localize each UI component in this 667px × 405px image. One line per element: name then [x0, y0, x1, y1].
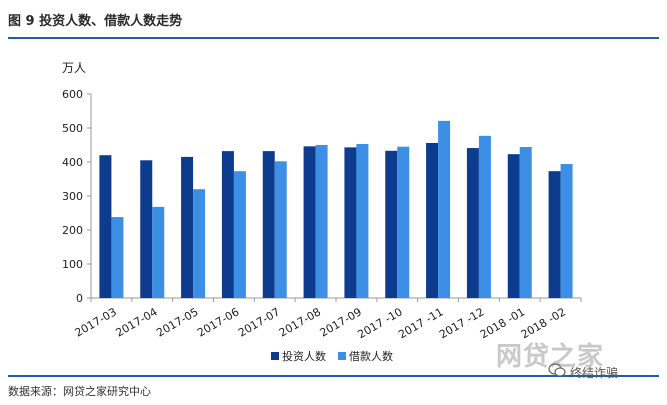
- bar-borrowers: [560, 164, 573, 298]
- legend-swatch-investors: [271, 352, 279, 360]
- bar-investors: [426, 142, 439, 298]
- legend-swatch-borrowers: [338, 352, 346, 360]
- bar-borrowers: [356, 143, 369, 298]
- y-tick-label: 0: [76, 292, 83, 305]
- x-tick-label: 2017 -10: [355, 305, 404, 341]
- source-note: 数据来源：网贷之家研究中心: [8, 385, 151, 398]
- bar-investors: [140, 160, 153, 298]
- y-tick-label: 600: [62, 88, 83, 101]
- bar-borrowers: [315, 145, 328, 298]
- bars: [99, 120, 573, 298]
- x-tick-label: 2017-06: [195, 305, 241, 339]
- bar-investors: [548, 171, 561, 298]
- bar-investors: [221, 151, 234, 298]
- bar-investors: [303, 146, 316, 298]
- y-tick-label: 400: [62, 156, 83, 169]
- bar-borrowers: [152, 206, 165, 298]
- x-tick-label: 2017-05: [154, 305, 200, 339]
- bar-investors: [262, 151, 275, 298]
- y-tick-label: 200: [62, 224, 83, 237]
- y-tick-label: 300: [62, 190, 83, 203]
- x-tick-label: 2017-04: [113, 305, 159, 339]
- bar-investors: [99, 155, 112, 298]
- bar-borrowers: [111, 217, 124, 298]
- y-tick-label: 500: [62, 122, 83, 135]
- bar-investors: [385, 150, 398, 298]
- x-tick-label: 2017-08: [277, 305, 323, 339]
- bar-borrowers: [193, 189, 206, 298]
- x-tick-label: 2017 -12: [437, 305, 486, 341]
- bar-borrowers: [233, 171, 246, 298]
- bar-investors: [507, 154, 520, 298]
- watermark: 网贷之家 终结诈骗: [488, 336, 658, 384]
- legend-label-borrowers: 借款人数: [349, 349, 393, 363]
- bar-borrowers: [519, 147, 532, 298]
- y-axis: 0 100 200 300 400 500 600: [62, 88, 92, 305]
- figure-title: 图 9 投资人数、借款人数走势: [8, 14, 183, 29]
- top-rule: [8, 37, 659, 39]
- bottom-rule: [8, 375, 659, 377]
- x-tick-label: 2017-07: [236, 305, 282, 339]
- y-tick-label: 100: [62, 258, 83, 271]
- x-tick-label: 2017 -11: [396, 305, 445, 341]
- bar-borrowers: [274, 161, 287, 298]
- bar-borrowers: [438, 120, 451, 298]
- bar-investors: [344, 147, 357, 298]
- wechat-icon: [548, 363, 566, 377]
- bar-investors: [181, 156, 194, 298]
- watermark-caption: 终结诈骗: [570, 366, 619, 380]
- y-axis-label: 万人: [62, 61, 86, 75]
- x-tick-label: 2017-03: [73, 305, 119, 339]
- bar-borrowers: [397, 146, 410, 298]
- x-axis: [90, 297, 582, 302]
- legend: 投资人数 借款人数: [271, 349, 393, 363]
- bar-investors: [466, 148, 479, 298]
- legend-label-investors: 投资人数: [282, 349, 326, 363]
- bar-borrowers: [478, 135, 491, 298]
